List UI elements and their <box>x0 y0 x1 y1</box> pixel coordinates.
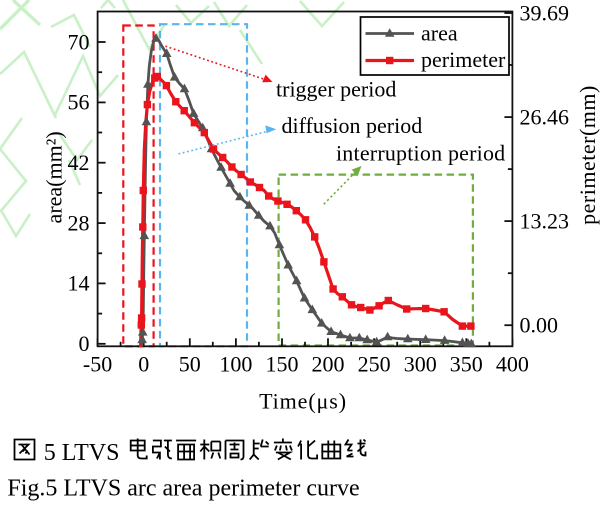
svg-text:300: 300 <box>404 351 437 376</box>
svg-text:14: 14 <box>68 271 90 296</box>
svg-text:trigger period: trigger period <box>276 77 396 102</box>
svg-text:100: 100 <box>219 351 252 376</box>
svg-text:13.23: 13.23 <box>520 208 570 233</box>
svg-text:diffusion period: diffusion period <box>282 113 423 138</box>
svg-text:area(mm²): area(mm²) <box>42 131 67 223</box>
svg-text:56: 56 <box>68 90 90 115</box>
svg-text:Fig.5 LTVS arc area perimeter: Fig.5 LTVS arc area perimeter curve <box>7 476 359 502</box>
svg-text:39.69: 39.69 <box>520 0 570 25</box>
svg-text:150: 150 <box>266 351 299 376</box>
svg-text:28: 28 <box>68 210 90 235</box>
svg-text:350: 350 <box>450 351 483 376</box>
svg-text:42: 42 <box>68 150 90 175</box>
svg-text:5 LTVS: 5 LTVS <box>44 440 120 466</box>
svg-text:-50: -50 <box>83 351 112 376</box>
svg-text:70: 70 <box>68 29 90 54</box>
svg-text:50: 50 <box>179 351 201 376</box>
svg-text:0: 0 <box>138 351 149 376</box>
svg-text:perimeter: perimeter <box>421 47 506 72</box>
svg-text:interruption period: interruption period <box>336 141 505 166</box>
svg-text:0.00: 0.00 <box>520 313 559 338</box>
svg-text:200: 200 <box>312 351 345 376</box>
svg-text:area: area <box>421 21 458 46</box>
svg-text:400: 400 <box>496 351 529 376</box>
svg-text:250: 250 <box>358 351 391 376</box>
svg-text:perimeter(mm): perimeter(mm) <box>575 85 600 225</box>
svg-text:26.46: 26.46 <box>520 104 570 129</box>
svg-text:0: 0 <box>79 331 90 356</box>
svg-text:Time(μs): Time(μs) <box>259 389 347 414</box>
